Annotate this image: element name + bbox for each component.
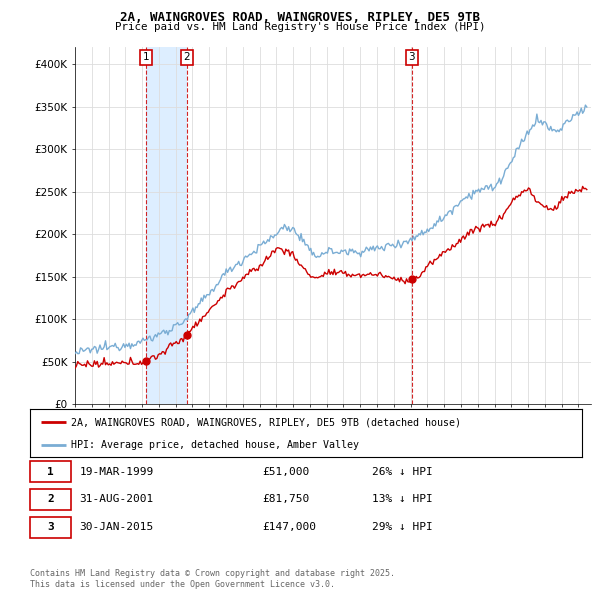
Text: 3: 3	[409, 53, 415, 63]
Text: Price paid vs. HM Land Registry's House Price Index (HPI): Price paid vs. HM Land Registry's House …	[115, 22, 485, 32]
Text: 1: 1	[47, 467, 54, 477]
Text: 19-MAR-1999: 19-MAR-1999	[80, 467, 154, 477]
Text: 1: 1	[142, 53, 149, 63]
Text: 30-JAN-2015: 30-JAN-2015	[80, 522, 154, 532]
FancyBboxPatch shape	[30, 461, 71, 482]
Text: 31-AUG-2001: 31-AUG-2001	[80, 494, 154, 504]
Text: 2A, WAINGROVES ROAD, WAINGROVES, RIPLEY, DE5 9TB (detached house): 2A, WAINGROVES ROAD, WAINGROVES, RIPLEY,…	[71, 417, 461, 427]
Text: HPI: Average price, detached house, Amber Valley: HPI: Average price, detached house, Ambe…	[71, 440, 359, 450]
Bar	[146, 47, 187, 404]
Text: 13% ↓ HPI: 13% ↓ HPI	[372, 494, 433, 504]
Text: 26% ↓ HPI: 26% ↓ HPI	[372, 467, 433, 477]
Text: 29% ↓ HPI: 29% ↓ HPI	[372, 522, 433, 532]
FancyBboxPatch shape	[30, 517, 71, 537]
Text: 3: 3	[47, 522, 54, 532]
Text: 2: 2	[47, 494, 54, 504]
Text: 2: 2	[184, 53, 190, 63]
Text: £51,000: £51,000	[262, 467, 309, 477]
Text: 2A, WAINGROVES ROAD, WAINGROVES, RIPLEY, DE5 9TB: 2A, WAINGROVES ROAD, WAINGROVES, RIPLEY,…	[120, 11, 480, 24]
FancyBboxPatch shape	[30, 489, 71, 510]
Text: £81,750: £81,750	[262, 494, 309, 504]
Text: £147,000: £147,000	[262, 522, 316, 532]
Text: Contains HM Land Registry data © Crown copyright and database right 2025.
This d: Contains HM Land Registry data © Crown c…	[30, 569, 395, 589]
